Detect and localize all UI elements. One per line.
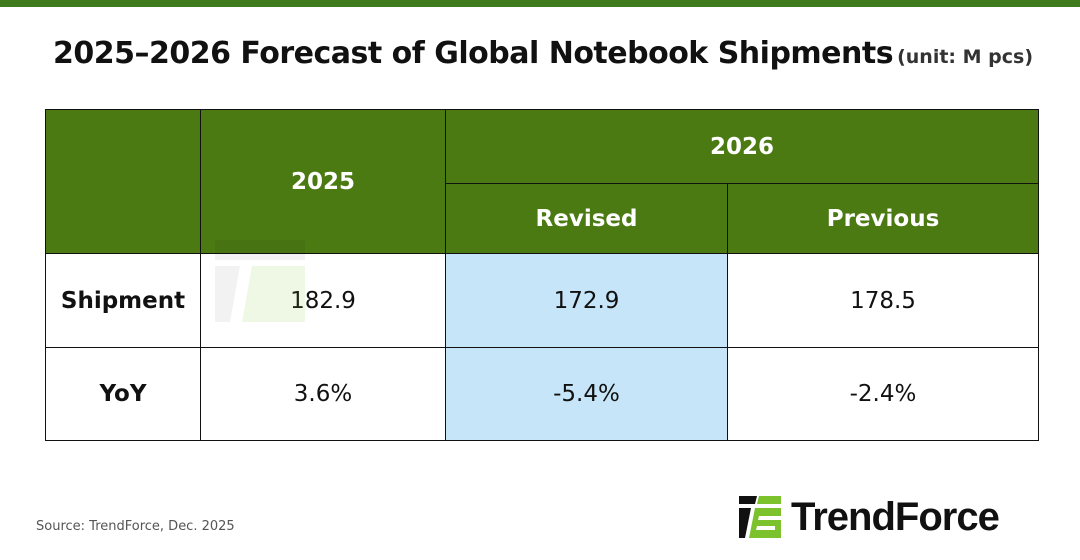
title-text: 2025–2026 Forecast of Global Notebook Sh…: [53, 36, 894, 71]
trendforce-logo-icon: [739, 496, 781, 538]
row-label-yoy: YoY: [45, 347, 201, 441]
header-previous: Previous: [727, 183, 1039, 254]
shipment-2026-revised: 172.9: [445, 253, 728, 348]
header-revised: Revised: [445, 183, 728, 254]
page-title: 2025–2026 Forecast of Global Notebook Sh…: [53, 36, 1033, 71]
watermark-logo-icon: [215, 240, 305, 322]
header-2025: 2025: [200, 109, 446, 254]
trendforce-logo: TrendForce: [737, 494, 1000, 540]
yoy-2025: 3.6%: [200, 347, 446, 441]
header-2026: 2026: [445, 109, 1039, 184]
source-note: Source: TrendForce, Dec. 2025: [36, 519, 235, 534]
logo-text: TrendForce: [791, 494, 1000, 539]
yoy-2026-previous: -2.4%: [727, 347, 1039, 441]
shipment-2026-previous: 178.5: [727, 253, 1039, 348]
unit-label: (unit: M pcs): [897, 46, 1034, 68]
yoy-2026-revised: -5.4%: [445, 347, 728, 441]
header-empty-cell: [45, 109, 201, 254]
row-label-shipment: Shipment: [45, 253, 201, 348]
top-accent-bar: [0, 0, 1080, 7]
